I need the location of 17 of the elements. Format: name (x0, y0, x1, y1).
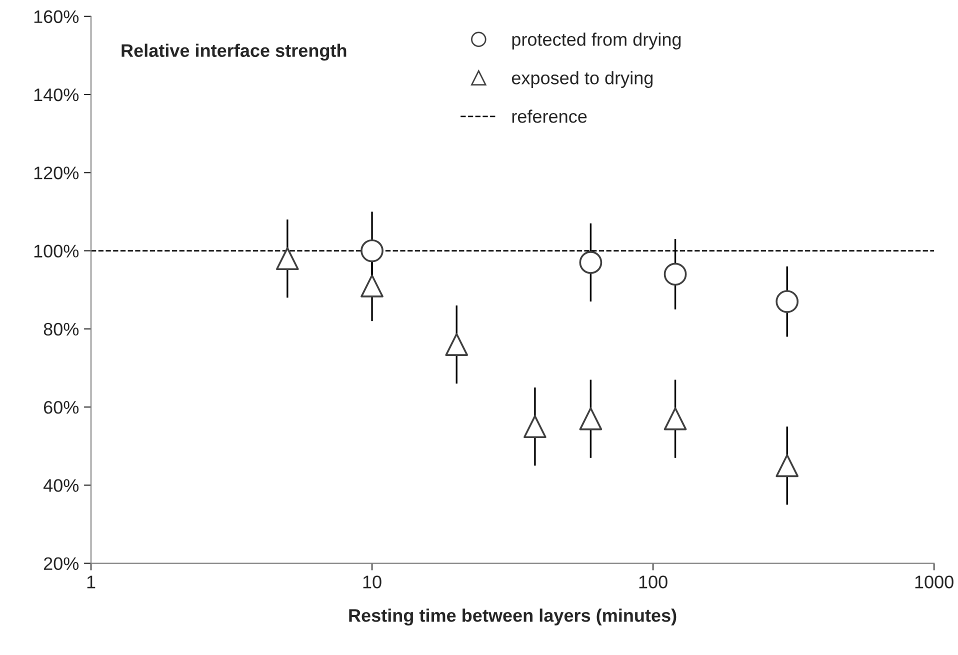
y-tick-label: 60% (44, 400, 79, 414)
y-axis-title: Relative interface strength (122, 44, 346, 61)
y-tick-label: 120% (34, 166, 79, 180)
legend-label: protected from drying (512, 32, 681, 50)
y-tick-label: 40% (43, 479, 79, 492)
y-tick-label: 100% (34, 244, 79, 258)
legend-label: reference (512, 110, 587, 123)
x-axis-title: Resting time between layers (minutes) (349, 608, 676, 626)
y-tick-label: 160% (34, 10, 79, 24)
x-tick-label: 1000 (915, 576, 954, 588)
legend-label: exposed to drying (512, 71, 653, 88)
x-tick-label: 100 (639, 576, 668, 588)
x-tick-label: 10 (363, 576, 382, 588)
y-tick-label: 80% (44, 322, 79, 336)
x-tick-label: 1 (87, 576, 96, 588)
y-tick-label: 20% (44, 557, 79, 570)
y-tick-label: 140% (34, 88, 79, 102)
